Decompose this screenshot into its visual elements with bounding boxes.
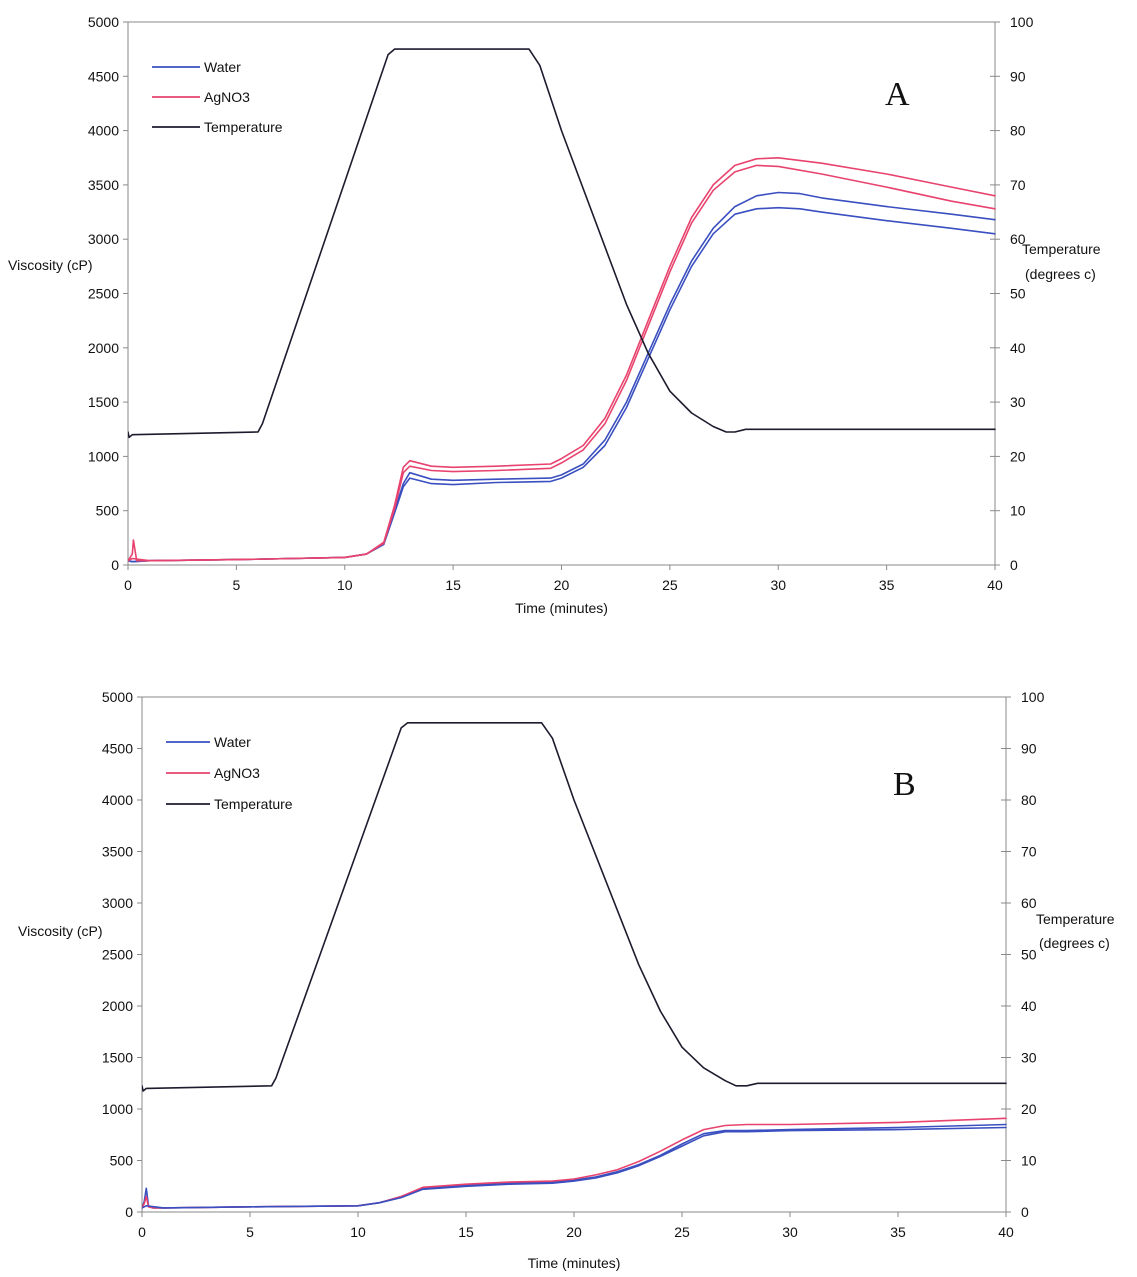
y-tick-label: 3000 (102, 895, 133, 911)
legend-label-temperature: Temperature (214, 796, 293, 812)
x-tick-label: 0 (124, 577, 132, 593)
chart-panel-b: 0 5 10 15 20 25 30 35 40050010001500200025003000… (18, 689, 1115, 1271)
legend: Water AgNO3 Temperature (152, 59, 283, 135)
legend-label-agno3: AgNO3 (204, 89, 250, 105)
y2-tick-label: 0 (1021, 1204, 1029, 1220)
series-line-water-0 (142, 1123, 1007, 1209)
x-tick-label: 25 (674, 1224, 690, 1240)
y-tick-label: 2000 (102, 998, 133, 1014)
y2-tick-label: 80 (1010, 123, 1026, 139)
x-tick-label: 35 (879, 577, 895, 593)
x-axis-title: Time (minutes) (515, 600, 608, 616)
y-tick-label: 500 (96, 503, 120, 519)
series-line-agno3-3 (128, 164, 996, 562)
legend: Water AgNO3 Temperature (166, 734, 293, 812)
y2-tick-label: 10 (1021, 1153, 1037, 1169)
y2-tick-label: 40 (1010, 340, 1026, 356)
x-tick-label: 30 (770, 577, 786, 593)
y2-tick-label: 50 (1021, 947, 1037, 963)
series-line-water-2 (142, 1126, 1007, 1209)
y2-tick-label: 10 (1010, 503, 1026, 519)
legend-label-agno3: AgNO3 (214, 765, 260, 781)
series-line-agno3-1 (142, 1117, 1007, 1209)
panel-label: A (885, 76, 910, 113)
y2-tick-label: 30 (1021, 1050, 1037, 1066)
y2-tick-label: 30 (1010, 394, 1026, 410)
legend-label-water: Water (214, 734, 251, 750)
x-tick-label: 10 (337, 577, 353, 593)
y-tick-label: 4000 (88, 123, 119, 139)
x-tick-label: 30 (782, 1224, 798, 1240)
y-tick-label: 2500 (88, 286, 119, 302)
legend-label-temperature: Temperature (204, 119, 283, 135)
x-tick-label: 20 (554, 577, 570, 593)
y-axis-title: Viscosity (cP) (18, 923, 103, 939)
y2-axis-title-line2: (degrees c) (1039, 935, 1110, 951)
y-tick-label: 3500 (88, 177, 119, 193)
y-tick-label: 4500 (102, 741, 133, 757)
y2-tick-label: 60 (1021, 895, 1037, 911)
x-tick-label: 25 (662, 577, 678, 593)
y2-tick-label: 0 (1010, 557, 1018, 573)
y-tick-label: 0 (111, 557, 119, 573)
y2-tick-label: 100 (1021, 689, 1045, 705)
y2-tick-label: 40 (1021, 998, 1037, 1014)
x-tick-label: 10 (350, 1224, 366, 1240)
x-tick-label: 15 (458, 1224, 474, 1240)
x-tick-label: 40 (987, 577, 1003, 593)
chart-panel-a: 0 5 10 15 20 25 30 35 40050010001500200025003000… (8, 14, 1101, 616)
y2-tick-label: 70 (1010, 177, 1026, 193)
x-axis-title: Time (minutes) (528, 1255, 621, 1271)
y2-tick-label: 90 (1010, 68, 1026, 84)
y-tick-label: 1500 (88, 394, 119, 410)
y-tick-label: 3500 (102, 844, 133, 860)
y-tick-label: 0 (125, 1204, 133, 1220)
y2-tick-label: 60 (1010, 231, 1026, 247)
series-group (128, 48, 996, 563)
series-line-temperature-4 (128, 48, 996, 439)
x-tick-label: 40 (998, 1224, 1014, 1240)
y-tick-label: 5000 (102, 689, 133, 705)
x-tick-label: 15 (445, 577, 461, 593)
series-line-water-0 (128, 191, 996, 563)
y-axis-title: Viscosity (cP) (8, 257, 93, 273)
legend-label-water: Water (204, 59, 241, 75)
y-tick-label: 5000 (88, 14, 119, 30)
x-tick-label: 5 (232, 577, 240, 593)
y-tick-label: 1500 (102, 1050, 133, 1066)
y2-tick-label: 100 (1010, 14, 1034, 30)
y-tick-label: 500 (110, 1153, 134, 1169)
y2-tick-label: 90 (1021, 741, 1037, 757)
y2-tick-label: 20 (1010, 448, 1026, 464)
x-tick-label: 20 (566, 1224, 582, 1240)
y-tick-label: 1000 (102, 1101, 133, 1117)
y-tick-label: 4500 (88, 68, 119, 84)
x-tick-label: 35 (890, 1224, 906, 1240)
series-line-water-1 (128, 206, 996, 563)
x-tick-label: 5 (246, 1224, 254, 1240)
y-tick-label: 3000 (88, 231, 119, 247)
y2-axis-title-line2: (degrees c) (1025, 266, 1096, 282)
x-tick-label: 0 (138, 1224, 146, 1240)
y-tick-label: 1000 (88, 448, 119, 464)
y2-axis-title-line1: Temperature (1022, 241, 1101, 257)
y2-tick-label: 80 (1021, 792, 1037, 808)
y2-tick-label: 50 (1010, 286, 1026, 302)
series-group (142, 722, 1007, 1209)
panel-label: B (893, 766, 916, 803)
y-tick-label: 2500 (102, 947, 133, 963)
y-tick-label: 2000 (88, 340, 119, 356)
series-line-temperature-3 (142, 722, 1007, 1092)
y2-tick-label: 70 (1021, 844, 1037, 860)
y2-axis-title-line1: Temperature (1036, 911, 1115, 927)
y-tick-label: 4000 (102, 792, 133, 808)
y2-tick-label: 20 (1021, 1101, 1037, 1117)
